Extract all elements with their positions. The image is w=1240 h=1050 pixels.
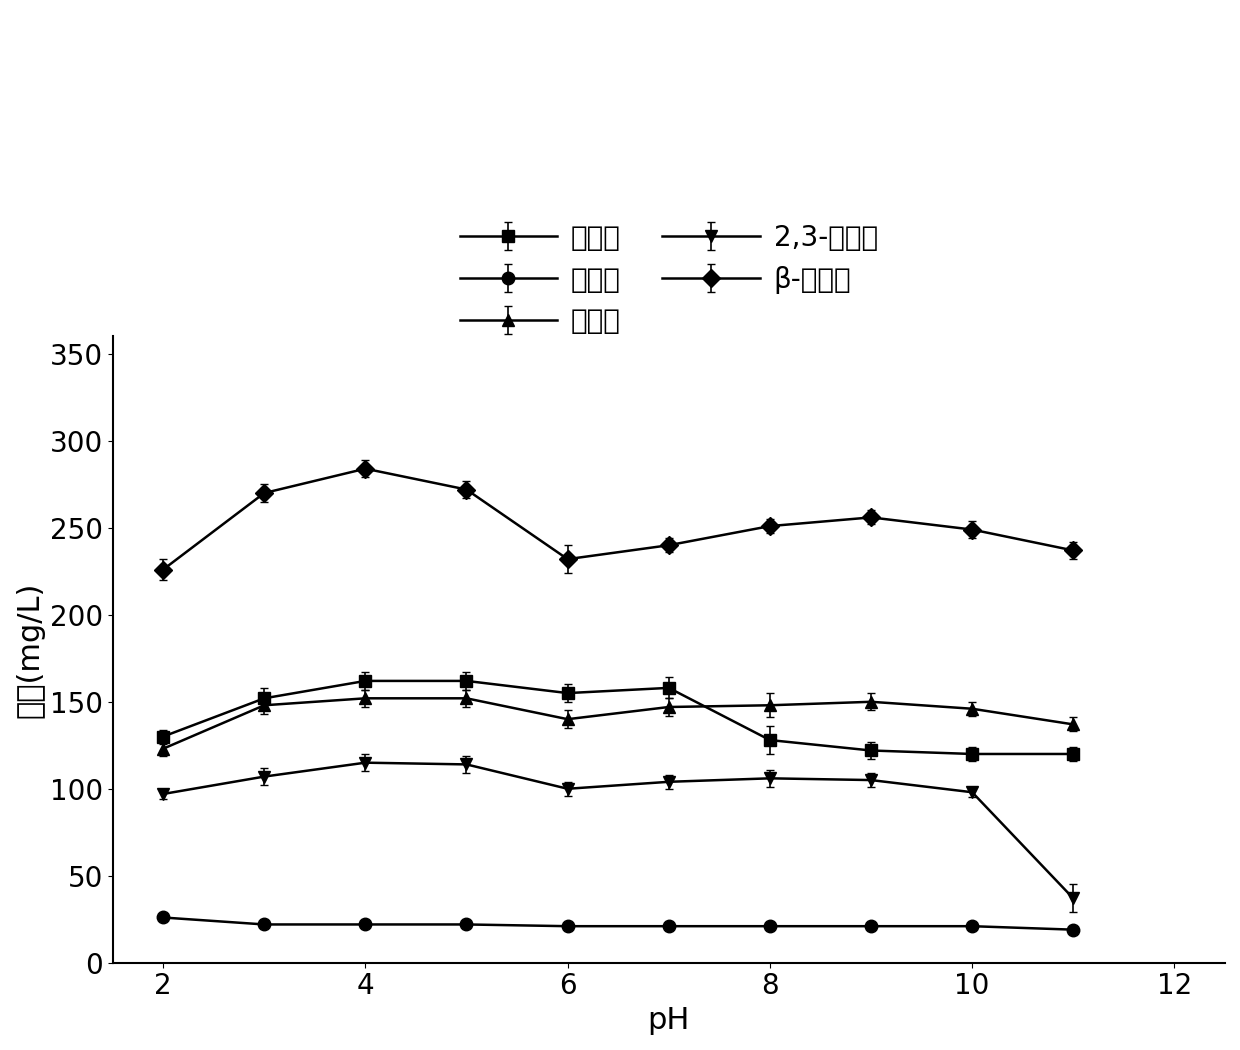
X-axis label: pH: pH (647, 1006, 689, 1035)
Y-axis label: 含量(mg/L): 含量(mg/L) (15, 582, 43, 718)
Legend: 正丙醇, 异丁醇, 异戊醇, 2,3-丁二醇, β-苯乙醇: 正丙醇, 异丁醇, 异戊醇, 2,3-丁二醇, β-苯乙醇 (449, 212, 889, 346)
